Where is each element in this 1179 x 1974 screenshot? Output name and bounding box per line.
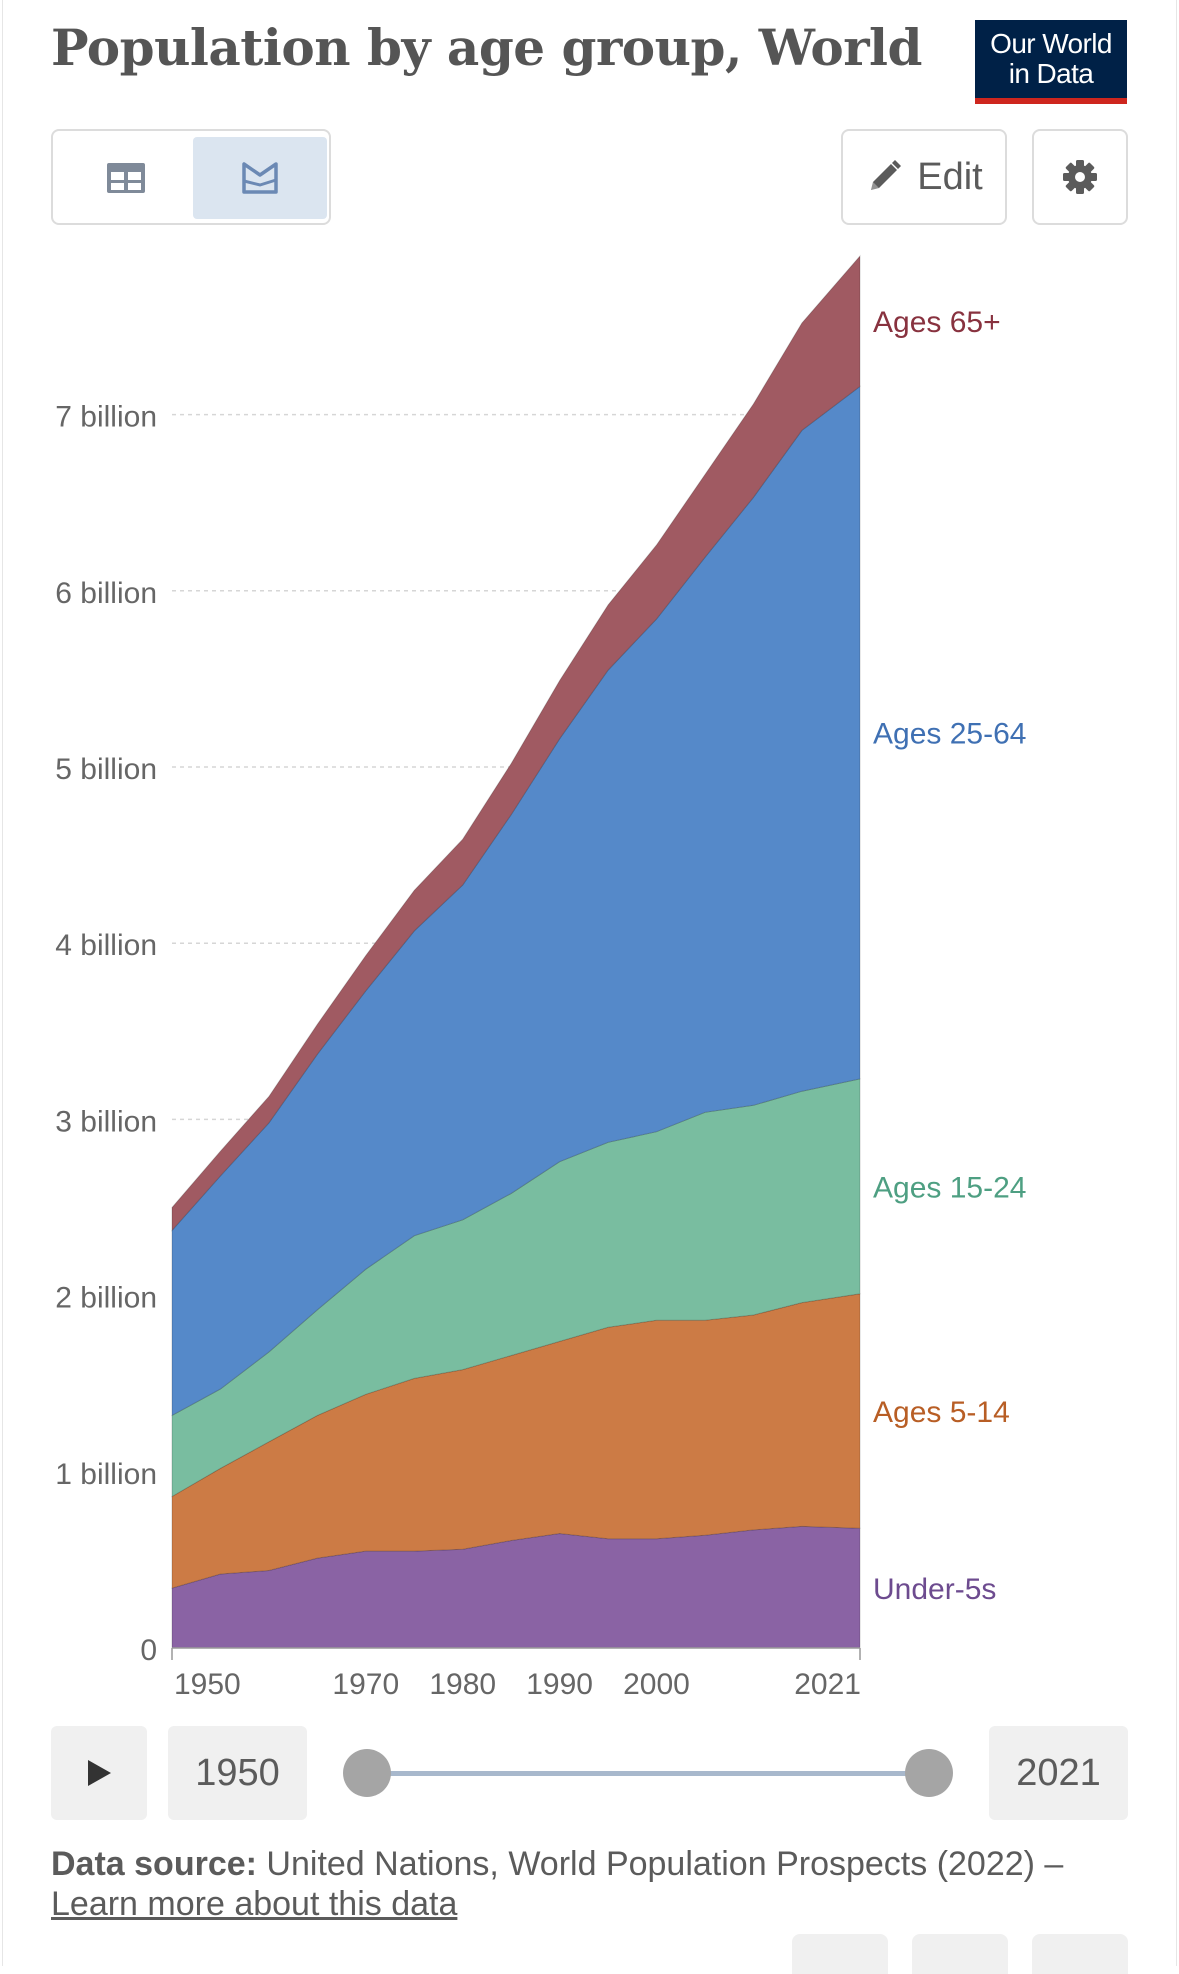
x-tick-label: 1970 xyxy=(332,1668,399,1701)
end-year-box[interactable]: 2021 xyxy=(989,1726,1128,1820)
play-button[interactable] xyxy=(51,1726,147,1820)
y-tick-label: 1 billion xyxy=(55,1458,157,1491)
chart-view-button[interactable] xyxy=(193,137,327,219)
view-toggle xyxy=(51,129,331,225)
x-tick-label: 2000 xyxy=(623,1668,690,1701)
gear-icon xyxy=(1063,160,1097,194)
data-source-text: United Nations, World Population Prospec… xyxy=(266,1845,1064,1883)
x-tick-label: 2021 xyxy=(794,1668,861,1701)
x-tick-label: 1950 xyxy=(174,1668,241,1701)
data-source-label: Data source: xyxy=(51,1845,257,1883)
start-year-box[interactable]: 1950 xyxy=(168,1726,307,1820)
chart-title: Population by age group, World xyxy=(51,18,923,77)
end-handle[interactable] xyxy=(905,1749,953,1797)
pencil-icon xyxy=(871,160,902,190)
data-source: Data source: United Nations, World Popul… xyxy=(51,1844,1063,1924)
learn-more-link[interactable]: Learn more about this data xyxy=(51,1885,458,1923)
footer-tab-1[interactable] xyxy=(792,1934,888,1974)
table-view-button[interactable] xyxy=(59,137,193,219)
y-tick-label: 4 billion xyxy=(55,929,157,962)
series-label-ages15_24: Ages 15-24 xyxy=(873,1171,1026,1204)
start-handle[interactable] xyxy=(343,1749,391,1797)
footer-tab-2[interactable] xyxy=(912,1934,1008,1974)
series-label-ages25_64: Ages 25-64 xyxy=(873,718,1026,751)
y-tick-label: 7 billion xyxy=(55,401,157,434)
y-tick-label: 3 billion xyxy=(55,1105,157,1138)
area-ages65 xyxy=(171,254,861,1232)
table-icon xyxy=(107,163,145,193)
right-border xyxy=(1176,0,1177,1966)
y-tick-label: 5 billion xyxy=(55,753,157,786)
series-label-under5: Under-5s xyxy=(873,1573,996,1606)
series-label-ages65: Ages 65+ xyxy=(873,306,1001,339)
logo-text-line1: Our World xyxy=(990,28,1112,59)
timeline-track[interactable] xyxy=(367,1771,928,1776)
footer-tab-3[interactable] xyxy=(1032,1934,1128,1974)
y-tick-label: 0 xyxy=(140,1634,157,1667)
edit-button-label: Edit xyxy=(917,155,983,198)
x-tick-label: 1990 xyxy=(526,1668,593,1701)
owid-logo[interactable]: Our World in Data xyxy=(975,20,1127,104)
left-border xyxy=(2,0,3,1966)
area-chart: 0 1 billion 2 billion 3 billion 4 billion 5 b… xyxy=(55,254,1026,1701)
settings-button[interactable] xyxy=(1032,129,1128,225)
play-icon xyxy=(88,1760,111,1786)
y-tick-label: 2 billion xyxy=(55,1282,157,1315)
edit-button[interactable]: Edit xyxy=(841,129,1007,225)
logo-text-line2: in Data xyxy=(1008,58,1094,89)
series-label-ages5_14: Ages 5-14 xyxy=(873,1396,1010,1429)
area-chart-icon xyxy=(242,162,278,194)
y-tick-label: 6 billion xyxy=(55,577,157,610)
x-tick-label: 1980 xyxy=(429,1668,496,1701)
